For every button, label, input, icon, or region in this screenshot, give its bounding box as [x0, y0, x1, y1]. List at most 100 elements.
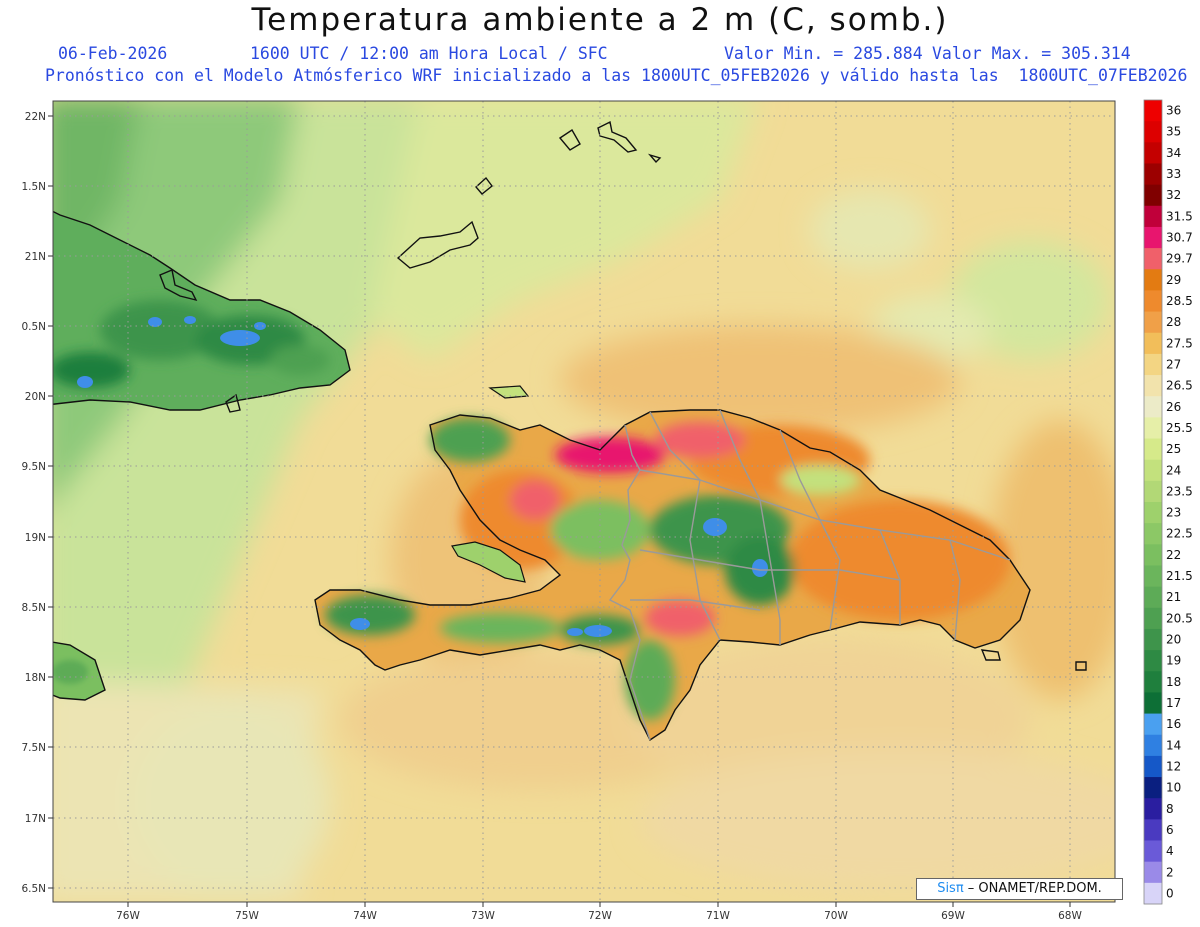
colorbar-label: 29: [1166, 273, 1181, 287]
colorbar-label: 31.5: [1166, 209, 1193, 223]
colorbar-swatch: [1144, 184, 1162, 207]
colorbar-label: 24: [1166, 463, 1181, 477]
colorbar-swatch: [1144, 734, 1162, 757]
min-value: Valor Min. = 285.884: [724, 44, 923, 63]
colorbar-label: 12: [1166, 759, 1181, 773]
colorbar-label: 10: [1166, 781, 1181, 795]
colorbar-legend: 363534333231.530.729.72928.52827.52726.5…: [1143, 99, 1193, 905]
colorbar-swatch: [1144, 713, 1162, 736]
colorbar-swatch: [1144, 502, 1162, 524]
colorbar-swatch: [1144, 798, 1162, 820]
colorbar-label: 20: [1166, 633, 1181, 647]
colorbar-swatch: [1144, 248, 1162, 270]
lat-label: 6.5N: [21, 883, 46, 895]
coastlines: [53, 120, 1087, 742]
gridlines: [53, 101, 1115, 902]
colorbar-swatch: [1144, 226, 1162, 249]
colorbar-label: 34: [1166, 146, 1181, 160]
lon-label: 76W: [116, 910, 140, 922]
colorbar-label: 28: [1166, 315, 1181, 329]
forecast-time: 1600 UTC / 12:00 am Hora Local / SFC: [250, 44, 608, 63]
forecast-date: 06-Feb-2026: [58, 44, 168, 63]
lon-label: 68W: [1058, 910, 1082, 922]
lon-label: 70W: [824, 910, 848, 922]
colorbar-label: 0: [1166, 886, 1174, 900]
lat-label: 9.5N: [21, 461, 46, 473]
colorbar-swatch: [1144, 311, 1162, 334]
colorbar-swatch: [1144, 417, 1162, 439]
colorbar-swatch: [1144, 142, 1162, 164]
lon-label: 73W: [471, 910, 495, 922]
colorbar-label: 17: [1166, 696, 1181, 710]
lat-label: 21N: [25, 251, 46, 263]
plot-frame: [52, 100, 1116, 903]
lat-label: 20N: [25, 391, 46, 403]
colorbar-label: 20.5: [1166, 611, 1193, 625]
colorbar-swatch: [1144, 607, 1162, 630]
colorbar-swatch: [1144, 755, 1162, 778]
colorbar-label: 19: [1166, 654, 1181, 668]
colorbar-label: 33: [1166, 167, 1181, 181]
colorbar-label: 22.5: [1166, 527, 1193, 541]
colorbar-swatch: [1144, 480, 1162, 503]
colorbar-label: 29.7: [1166, 252, 1193, 266]
lat-label: 0.5N: [21, 321, 46, 333]
latitude-labels: 22N 1.5N 21N 0.5N 20N 9.5N 19N 8.5N 18N …: [21, 111, 46, 895]
colorbar-label: 23.5: [1166, 484, 1193, 498]
colorbar-label: 28.5: [1166, 294, 1193, 308]
colorbar-label: 27: [1166, 357, 1181, 371]
colorbar-label: 2: [1166, 865, 1174, 879]
colorbar-swatch: [1144, 692, 1162, 714]
colorbar-swatch: [1144, 777, 1162, 799]
colorbar-label: 25.5: [1166, 421, 1193, 435]
colorbar-label: 27.5: [1166, 336, 1193, 350]
lon-label: 74W: [353, 910, 377, 922]
colorbar-label: 36: [1166, 104, 1181, 118]
colorbar-label: 8: [1166, 802, 1174, 816]
colorbar-swatch: [1144, 290, 1162, 312]
field-layer: [53, 101, 1115, 902]
colorbar-label: 21.5: [1166, 569, 1193, 583]
map-title: Temperatura ambiente a 2 m (C, somb.): [251, 2, 949, 38]
longitude-labels: 76W 75W 74W 73W 72W 71W 70W 69W 68W: [116, 910, 1082, 922]
colorbar-label: 21: [1166, 590, 1181, 604]
lon-label: 72W: [588, 910, 612, 922]
colorbar-swatch: [1144, 882, 1162, 905]
colorbar-label: 16: [1166, 717, 1181, 731]
colorbar-label: 26: [1166, 400, 1181, 414]
colorbar-label: 35: [1166, 125, 1181, 139]
colorbar-label: 32: [1166, 188, 1181, 202]
colorbar-swatch: [1144, 375, 1162, 397]
tick-marks: [48, 115, 1071, 907]
colorbar-swatch: [1144, 459, 1162, 482]
colorbar-swatch: [1144, 269, 1162, 291]
colorbar-swatch: [1144, 523, 1162, 545]
colorbar-label: 25: [1166, 442, 1181, 456]
colorbar-swatch: [1144, 586, 1162, 609]
credit-text: – ONAMET/REP.DOM.: [963, 881, 1102, 896]
colorbar-swatch: [1144, 205, 1162, 228]
colorbar-swatch: [1144, 163, 1162, 186]
max-value: Valor Max. = 305.314: [932, 44, 1131, 63]
lat-label: 19N: [25, 532, 46, 544]
colorbar-swatch: [1144, 628, 1162, 651]
colorbar-label: 23: [1166, 506, 1181, 520]
colorbar-swatch: [1144, 332, 1162, 355]
model-info: Pronóstico con el Modelo Atmósferico WRF…: [45, 66, 1188, 85]
colorbar-swatch: [1144, 121, 1162, 143]
colorbar-swatch: [1144, 353, 1162, 376]
colorbar-label: 6: [1166, 823, 1174, 837]
colorbar-label: 4: [1166, 844, 1174, 858]
lat-label: 8.5N: [21, 602, 46, 614]
colorbar-swatch: [1144, 840, 1162, 863]
sispi-logo-text: Sisπ: [937, 881, 964, 896]
colorbar-label: 14: [1166, 738, 1181, 752]
lon-label: 75W: [235, 910, 259, 922]
colorbar-swatch: [1144, 671, 1162, 693]
colorbar-swatch: [1144, 819, 1162, 841]
lat-label: 22N: [25, 111, 46, 123]
colorbar-label: 22: [1166, 548, 1181, 562]
lon-label: 69W: [941, 910, 965, 922]
colorbar-swatch: [1144, 861, 1162, 884]
